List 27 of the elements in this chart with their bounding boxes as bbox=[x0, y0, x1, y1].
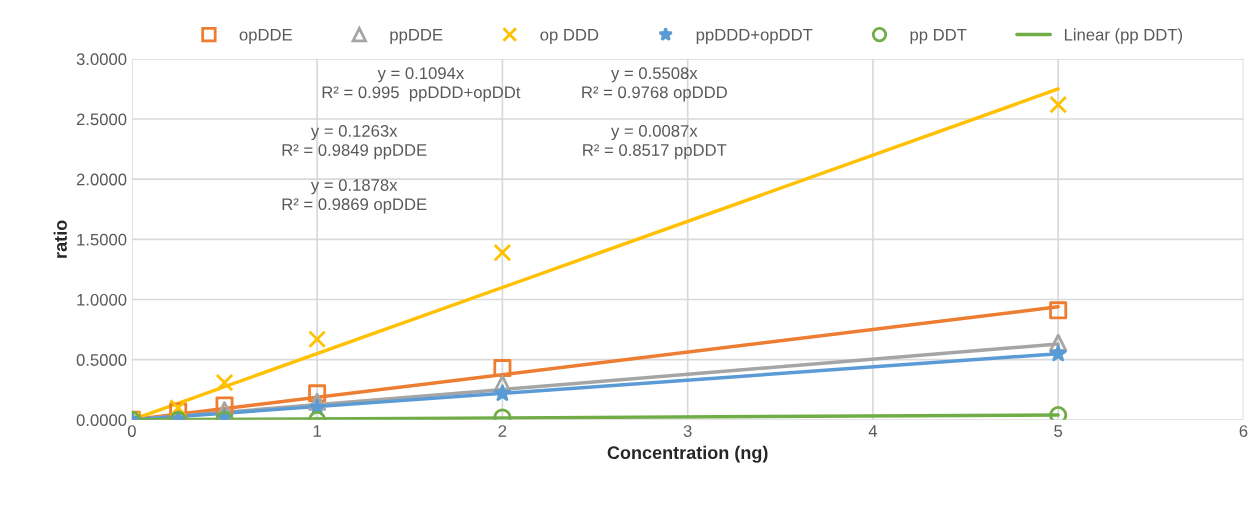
legend-label: ppDDE bbox=[390, 28, 443, 44]
y-tick-label: 2.5000 bbox=[76, 113, 127, 126]
y-axis-title: ratio bbox=[53, 220, 67, 258]
legend-label: ppDDD+opDDT bbox=[696, 28, 813, 44]
legend-label: Linear (pp DDT) bbox=[1064, 28, 1183, 44]
annotation: y = 0.5508x R² = 0.9768 opDDD bbox=[582, 67, 727, 102]
x-tick-label: 6 bbox=[1239, 425, 1248, 437]
annotation: y = 0.0087x R² = 0.8517 ppDDT bbox=[583, 124, 727, 160]
legend-label: pp DDT bbox=[910, 28, 967, 44]
y-tick-label: 3.0000 bbox=[76, 53, 127, 66]
annotation: y = 0.1263x R² = 0.9849 ppDDE bbox=[282, 124, 427, 160]
y-tick-label: 2.0000 bbox=[76, 173, 127, 186]
annotation: y = 0.1878x R² = 0.9869 opDDE bbox=[282, 179, 427, 214]
y-tick-label: 1.0000 bbox=[77, 293, 127, 306]
annotation: y = 0.1094x R² = 0.995 ppDDD+opDDt bbox=[322, 67, 521, 102]
x-axis-title: Concentration (ng) bbox=[607, 445, 768, 463]
x-tick-label: 1 bbox=[313, 425, 321, 437]
y-tick-label: 0.0000 bbox=[76, 414, 127, 427]
x-tick-label: 5 bbox=[1054, 425, 1063, 437]
x-tick-label: 3 bbox=[683, 425, 692, 437]
x-tick-label: 0 bbox=[127, 425, 136, 437]
y-tick-label: 1.5000 bbox=[77, 233, 127, 246]
legend-label: op DDD bbox=[540, 28, 599, 44]
legend-label: opDDE bbox=[239, 28, 292, 44]
x-tick-label: 4 bbox=[868, 425, 878, 437]
y-tick-label: 0.5000 bbox=[76, 354, 127, 366]
x-tick-label: 2 bbox=[498, 425, 507, 437]
